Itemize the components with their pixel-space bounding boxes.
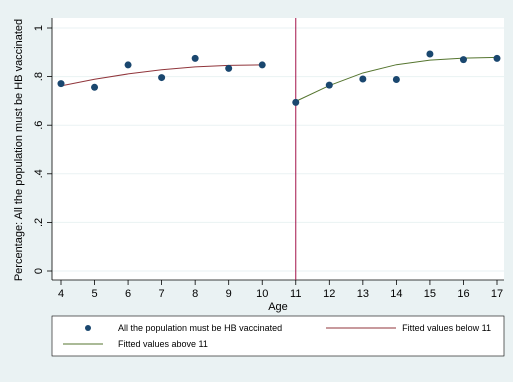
data-point: [158, 74, 166, 82]
y-tick-label: 1: [33, 25, 45, 31]
data-point: [57, 80, 65, 88]
data-point: [325, 81, 333, 89]
x-tick-label: 11: [290, 288, 301, 300]
data-point: [258, 61, 266, 69]
x-tick-label: 10: [256, 288, 268, 300]
x-tick-label: 7: [159, 288, 165, 300]
x-tick-label: 12: [323, 288, 335, 300]
data-point: [191, 54, 199, 62]
x-tick-label: 16: [457, 288, 469, 300]
legend-marker-dot: [85, 325, 91, 331]
axes: 0.2.4.6.814 5 6 7 8 9 10 11 12 13 14 15 16 17: [33, 18, 504, 300]
y-axis-title: Percentage: All the population must be H…: [13, 19, 25, 281]
x-axis-title: Age: [268, 301, 288, 313]
data-point: [359, 75, 367, 83]
x-tick-label: 13: [357, 288, 369, 300]
x-tick-label: 9: [226, 288, 232, 300]
data-layer: [57, 18, 501, 280]
data-point: [392, 76, 400, 84]
legend-label: Fitted values below 11: [402, 323, 491, 333]
legend-label: All the population must be HB vaccinated: [118, 323, 282, 333]
y-tick-label: .4: [33, 169, 45, 178]
data-point: [493, 54, 501, 62]
data-point: [225, 64, 233, 72]
legend: All the population must be HB vaccinated…: [51, 315, 505, 357]
x-tick-label: 8: [192, 288, 198, 300]
data-point: [459, 56, 467, 64]
legend-label: Fitted values above 11: [118, 339, 208, 349]
legend-box: [51, 315, 505, 357]
x-tick-label: 6: [125, 288, 131, 300]
y-tick-label: .6: [33, 121, 45, 130]
plot-area: [52, 18, 504, 280]
x-tick-label: 17: [491, 288, 503, 300]
x-tick-label: 5: [91, 288, 97, 300]
grid-lines: [52, 27, 504, 272]
x-tick-label: 15: [424, 288, 436, 300]
y-tick-label: .8: [33, 72, 45, 81]
data-point: [426, 50, 434, 58]
data-point: [292, 98, 300, 106]
x-tick-label: 14: [390, 288, 402, 300]
y-tick-label: 0: [33, 268, 45, 274]
y-tick-label: .2: [33, 218, 45, 227]
data-point: [124, 61, 132, 69]
x-tick-label: 4: [58, 288, 64, 300]
data-point: [91, 83, 99, 91]
